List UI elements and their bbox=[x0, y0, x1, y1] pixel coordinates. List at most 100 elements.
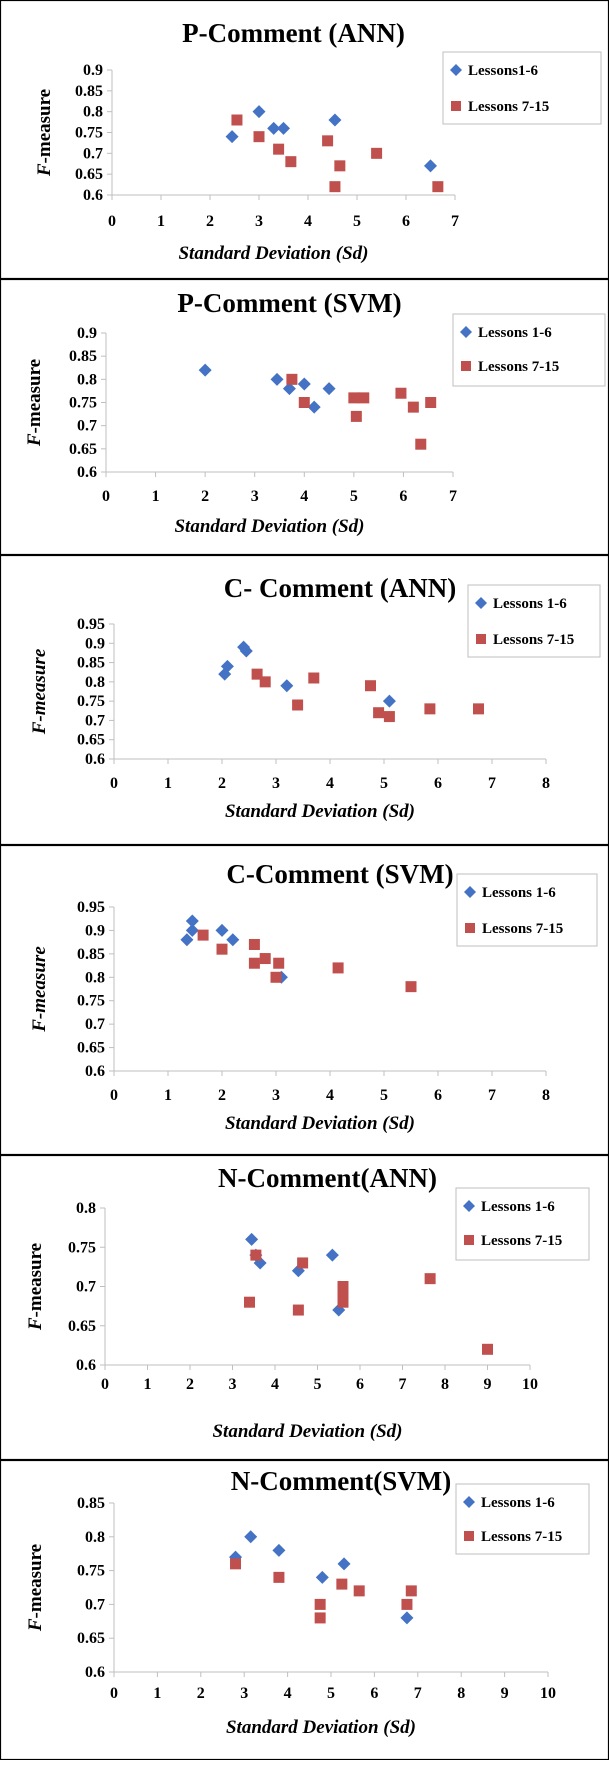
x-tick-label: 6 bbox=[370, 1685, 378, 1702]
x-tick-label: 0 bbox=[110, 1685, 118, 1702]
data-point-lessons-7-15 bbox=[231, 114, 243, 126]
y-tick-label: 0.7 bbox=[85, 1016, 105, 1033]
x-tick-label: 3 bbox=[272, 775, 280, 792]
data-point-lessons-1-6 bbox=[245, 1232, 259, 1246]
data-point-lessons-1-6 bbox=[328, 113, 342, 127]
y-axis-label-rest: -measure bbox=[24, 359, 45, 434]
x-tick-label: 1 bbox=[152, 488, 160, 505]
chart-title: N-Comment(SVM) bbox=[231, 1466, 451, 1496]
y-axis-label-italic: F-measure bbox=[29, 946, 50, 1033]
x-tick-label: 3 bbox=[251, 488, 259, 505]
data-point-lessons-1-6 bbox=[272, 1543, 286, 1557]
legend-marker-lessons-7-15 bbox=[464, 1531, 474, 1541]
x-tick-label: 1 bbox=[153, 1685, 161, 1702]
data-point-lessons-7-15 bbox=[383, 711, 395, 723]
legend-box bbox=[452, 313, 606, 387]
y-tick-label: 0.6 bbox=[76, 1357, 96, 1374]
data-point-lessons-7-15 bbox=[292, 699, 304, 711]
chart-title: C-Comment (SVM) bbox=[226, 859, 453, 889]
y-tick-label: 0.9 bbox=[83, 62, 103, 79]
y-tick-label: 0.65 bbox=[68, 1318, 96, 1335]
x-tick-label: 3 bbox=[229, 1376, 237, 1393]
y-tick-label: 0.7 bbox=[76, 1279, 96, 1296]
x-tick-label: 0 bbox=[110, 775, 118, 792]
data-point-lessons-7-15 bbox=[473, 703, 484, 715]
data-point-lessons-7-15 bbox=[334, 160, 346, 172]
data-point-lessons-1-6 bbox=[337, 1557, 351, 1571]
x-tick-label: 7 bbox=[449, 488, 457, 505]
data-point-lessons-7-15 bbox=[353, 1585, 365, 1597]
x-tick-label: 9 bbox=[501, 1685, 509, 1702]
data-point-lessons-7-15 bbox=[308, 672, 320, 684]
y-tick-label: 0.6 bbox=[85, 751, 105, 768]
data-point-lessons-7-15 bbox=[358, 392, 370, 404]
data-point-lessons-1-6 bbox=[322, 382, 336, 396]
x-tick-label: 4 bbox=[326, 775, 334, 792]
data-point-lessons-1-6 bbox=[215, 923, 229, 937]
legend-label: Lessons 1-6 bbox=[481, 1495, 555, 1511]
x-tick-label: 5 bbox=[380, 775, 388, 792]
y-tick-label: 0.6 bbox=[85, 1664, 105, 1681]
data-point-lessons-1-6 bbox=[315, 1570, 329, 1584]
data-point-lessons-7-15 bbox=[286, 373, 298, 385]
data-point-lessons-7-15 bbox=[216, 943, 228, 955]
y-tick-label: 0.75 bbox=[68, 1239, 96, 1256]
y-tick-label: 0.9 bbox=[85, 635, 105, 652]
data-point-lessons-7-15 bbox=[425, 397, 437, 408]
x-tick-label: 1 bbox=[164, 1087, 172, 1104]
legend-label: Lessons 7-15 bbox=[482, 921, 563, 937]
y-axis-label-rest: -measure bbox=[25, 1544, 46, 1619]
data-point-lessons-1-6 bbox=[225, 130, 239, 144]
data-point-lessons-7-15 bbox=[244, 1296, 255, 1308]
x-tick-label: 5 bbox=[380, 1087, 388, 1104]
data-point-lessons-1-6 bbox=[226, 933, 240, 947]
y-axis-label-italic: F bbox=[24, 433, 45, 447]
y-tick-label: 0.65 bbox=[75, 166, 103, 183]
y-tick-label: 0.75 bbox=[69, 395, 97, 412]
legend-marker-lessons-1-6 bbox=[463, 1496, 475, 1508]
data-point-lessons-7-15 bbox=[248, 938, 260, 950]
y-tick-label: 0.6 bbox=[77, 464, 97, 481]
data-point-lessons-1-6 bbox=[252, 105, 266, 119]
x-tick-label: 2 bbox=[201, 488, 209, 505]
x-tick-label: 8 bbox=[441, 1376, 449, 1393]
y-tick-label: 0.95 bbox=[77, 899, 105, 916]
y-tick-label: 0.95 bbox=[77, 616, 105, 633]
y-axis-label: F-measure bbox=[29, 648, 50, 735]
y-tick-label: 0.85 bbox=[75, 83, 103, 100]
data-point-lessons-7-15 bbox=[248, 957, 260, 969]
y-axis-label-italic: F bbox=[25, 1317, 46, 1331]
data-point-lessons-7-15 bbox=[250, 1249, 262, 1261]
data-point-lessons-1-6 bbox=[282, 382, 296, 396]
legend: Lessons 1-6 Lessons 7-15 bbox=[467, 584, 601, 658]
data-point-lessons-7-15 bbox=[332, 962, 344, 974]
legend: Lessons 1-6 Lessons 7-15 bbox=[456, 873, 598, 947]
chart-panel-1: P-Comment (ANN) 0.6 0.65 0.7 0.75 0.8 0.85 0.9 0… bbox=[0, 0, 609, 280]
y-tick-label: 0.8 bbox=[85, 1529, 105, 1546]
x-tick-label: 3 bbox=[272, 1087, 280, 1104]
x-tick-label: 4 bbox=[300, 488, 308, 505]
data-point-lessons-7-15 bbox=[253, 131, 265, 143]
x-tick-label: 4 bbox=[271, 1376, 279, 1393]
y-axis-label: F-measure bbox=[34, 89, 55, 177]
data-point-lessons-7-15 bbox=[259, 953, 271, 965]
data-point-lessons-1-6 bbox=[400, 1611, 414, 1625]
data-point-lessons-1-6 bbox=[307, 400, 321, 414]
y-tick-label: 0.9 bbox=[85, 922, 105, 939]
y-tick-label: 0.8 bbox=[83, 104, 103, 121]
data-point-lessons-7-15 bbox=[337, 1288, 349, 1300]
legend-label: Lessons 7-15 bbox=[493, 632, 574, 648]
legend-marker-lessons-7-15 bbox=[476, 634, 486, 644]
x-tick-label: 9 bbox=[484, 1376, 492, 1393]
x-axis-label: Standard Deviation (Sd) bbox=[225, 801, 415, 822]
x-tick-label: 6 bbox=[434, 1087, 442, 1104]
data-point-lessons-7-15 bbox=[230, 1558, 242, 1570]
legend-label: Lessons 7-15 bbox=[481, 1233, 562, 1249]
data-point-lessons-7-15 bbox=[405, 1585, 417, 1597]
x-tick-label: 1 bbox=[157, 213, 165, 230]
legend-marker-lessons-1-6 bbox=[460, 326, 472, 338]
data-point-lessons-7-15 bbox=[285, 156, 297, 168]
data-point-lessons-7-15 bbox=[251, 668, 263, 680]
x-tick-label: 8 bbox=[542, 1087, 550, 1104]
y-axis-label-italic: F-measure bbox=[29, 648, 50, 735]
